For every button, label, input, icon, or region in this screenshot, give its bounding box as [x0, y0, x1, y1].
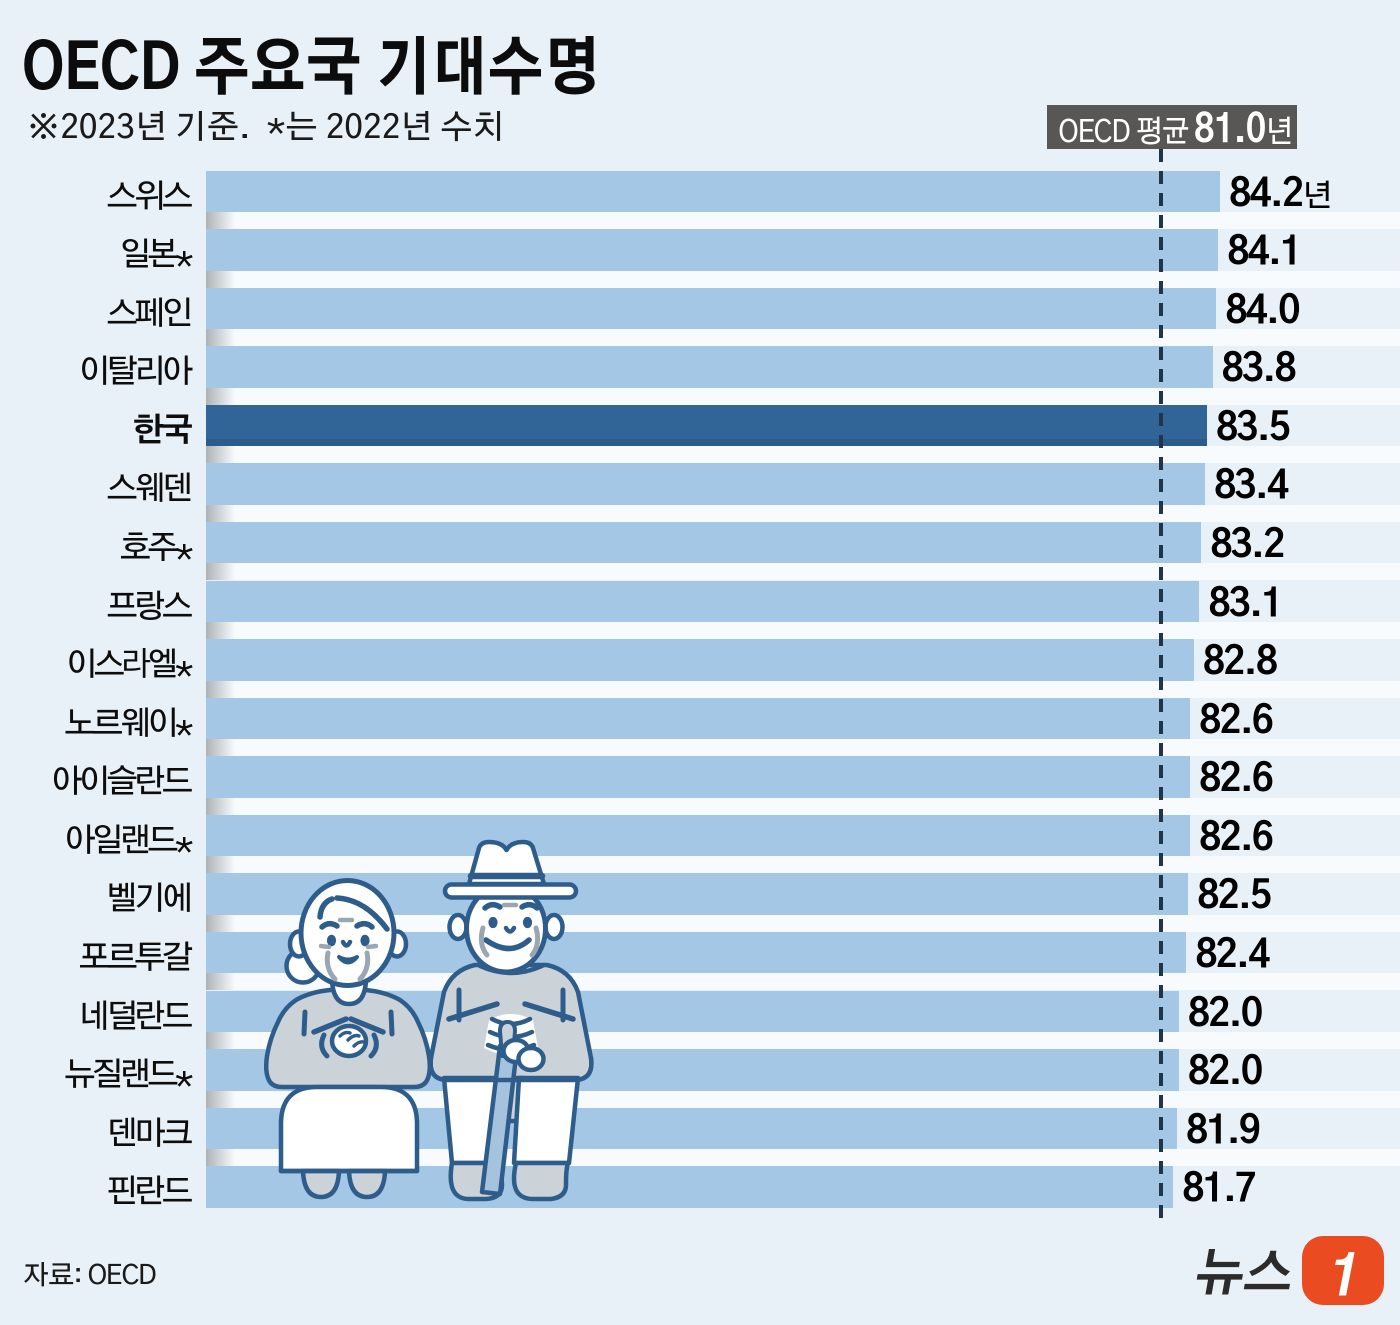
- svg-text:뉴스: 뉴스: [1191, 1248, 1298, 1301]
